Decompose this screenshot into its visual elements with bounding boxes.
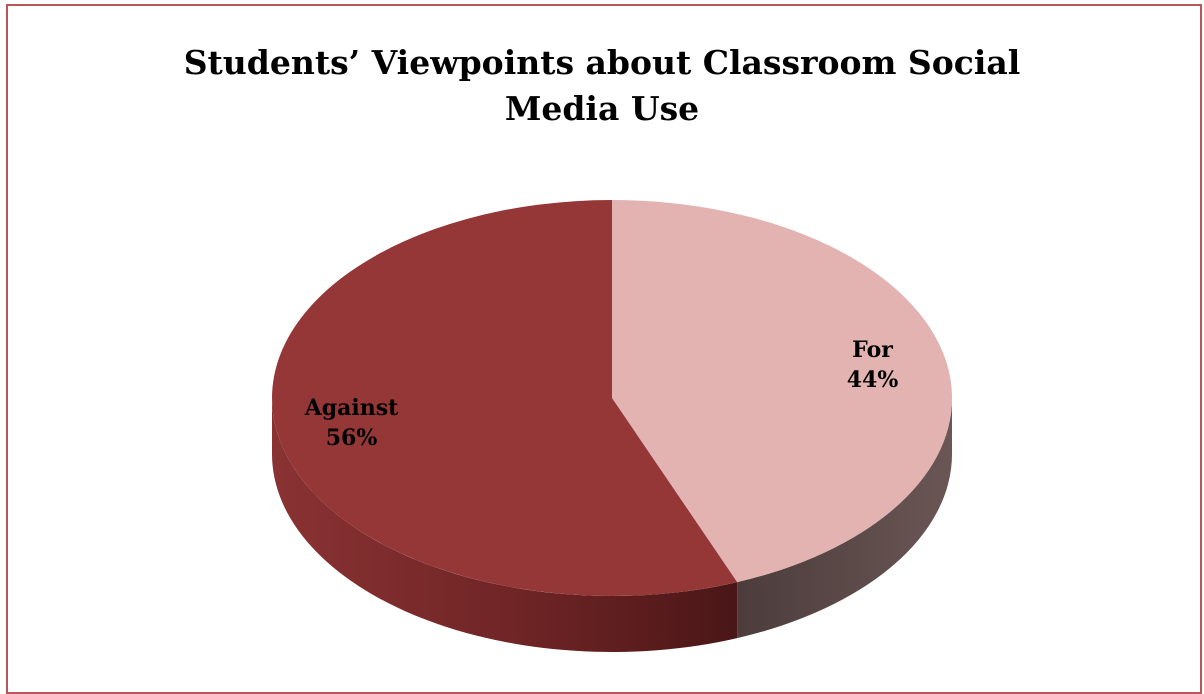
- chart-title: Students’ Viewpoints about Classroom Soc…: [0, 40, 1204, 132]
- pie-sides: [271, 398, 952, 653]
- pie-side-against: [271, 398, 738, 653]
- pie-label-for-name: For: [852, 337, 893, 363]
- pie-slice-for: [612, 200, 953, 583]
- chart-title-line-1: Students’ Viewpoints about Classroom Soc…: [183, 43, 1021, 82]
- pie-side-for: [737, 398, 952, 639]
- chart-title-line-2: Media Use: [504, 89, 700, 128]
- pie-labels: For 44% Against 56%: [304, 337, 899, 451]
- pie-label-for-value: 44%: [847, 367, 899, 393]
- pie-chart: For 44% Against 56%: [271, 200, 953, 653]
- pie-label-for: For 44%: [847, 337, 899, 393]
- pie-label-against-value: 56%: [326, 425, 378, 451]
- pie-label-against-name: Against: [304, 395, 399, 421]
- pie-label-against: Against 56%: [304, 395, 399, 451]
- pie-slice-against: [272, 200, 738, 596]
- pie-tops: [272, 200, 953, 596]
